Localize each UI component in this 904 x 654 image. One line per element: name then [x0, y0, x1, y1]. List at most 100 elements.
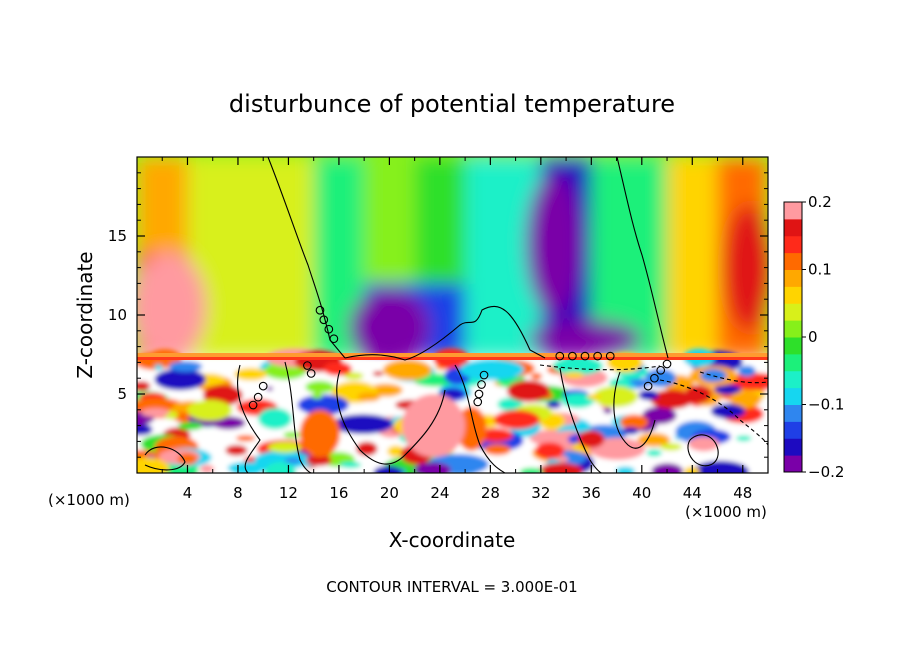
x-tick-label: 24	[430, 484, 449, 502]
contour-ring	[605, 351, 615, 361]
field-blob	[546, 400, 562, 409]
contour-ring	[568, 351, 577, 361]
field-blob	[357, 392, 381, 402]
field-blob	[589, 437, 646, 460]
colorbar-segment	[784, 387, 802, 405]
colorbar-segment	[784, 337, 802, 355]
field-blob	[266, 386, 274, 391]
field-blob	[622, 427, 639, 435]
field-blob	[692, 460, 750, 473]
contour-lines	[144, 157, 768, 473]
contour-lower-3	[336, 369, 446, 465]
field-blob	[305, 380, 335, 394]
colorbar-segment	[784, 235, 802, 254]
field-blob	[619, 414, 649, 430]
colorbar-segment	[784, 202, 802, 220]
field-blob	[497, 397, 523, 411]
field-blob	[650, 389, 693, 410]
contour-dashed-2	[539, 364, 661, 371]
colorbar-segment	[784, 218, 802, 237]
field-blob	[373, 465, 403, 473]
field-blob	[413, 462, 452, 473]
field-cell	[187, 157, 314, 358]
field-core	[525, 172, 582, 315]
field-blob	[236, 435, 256, 442]
field-blob	[561, 393, 595, 409]
field-blob	[254, 450, 310, 470]
field-blob	[736, 435, 752, 442]
x-tick-label: 36	[582, 484, 601, 502]
y-tick-label: 15	[108, 227, 127, 245]
contour-ring	[643, 381, 653, 391]
x-tick-label: 4	[183, 484, 193, 502]
colorbar-segment	[784, 404, 802, 422]
x-axis-label: X-coordinate	[389, 528, 516, 552]
field-blob	[141, 408, 170, 418]
field-blob	[283, 431, 301, 439]
field-blob	[227, 461, 267, 473]
x-tick-label: 44	[683, 484, 702, 502]
field-blob	[356, 441, 378, 456]
field-blob	[267, 441, 302, 453]
contour-lower-7	[687, 434, 719, 467]
field-blob	[534, 442, 565, 459]
field-blob	[642, 406, 677, 425]
field-blob	[538, 462, 583, 473]
field-blob	[577, 430, 605, 448]
x-axis-unit: (×1000 m)	[48, 491, 130, 509]
field-blob	[730, 391, 762, 409]
field-blob	[306, 454, 332, 466]
y-axis-label: Z-coordinate	[73, 251, 97, 378]
field-blob	[387, 445, 405, 458]
field-lower-layer	[137, 348, 768, 473]
colorbar-tick-label: −0.2	[808, 463, 844, 481]
field-blob	[688, 436, 720, 452]
x-axis: 4 8 12 16 20 24 28 32 36 40 44 48	[161, 157, 752, 502]
y-tick-label: 10	[108, 306, 127, 324]
contour-ring	[662, 359, 672, 369]
contour-lower-1	[237, 364, 261, 473]
contour-zero-left	[267, 157, 346, 359]
field-blob	[332, 414, 394, 435]
colorbar-segment	[784, 303, 802, 321]
contour-ring	[258, 381, 268, 391]
contour-zero-valley	[344, 305, 546, 361]
contour-lower-5	[559, 367, 603, 473]
field-blob	[311, 393, 323, 399]
field-blob	[710, 403, 746, 419]
colorbar-segment	[784, 286, 802, 304]
contour-ring	[319, 315, 329, 325]
contour-zero-right	[616, 157, 669, 359]
colorbar-segment	[784, 370, 802, 389]
field-core	[137, 251, 207, 363]
field-blob	[211, 416, 246, 430]
contour-ring	[555, 351, 565, 361]
field-blob	[530, 372, 543, 380]
field-blob	[506, 380, 551, 402]
field-blob	[299, 409, 341, 458]
contour-ring	[324, 324, 334, 334]
field-blob	[343, 372, 364, 380]
field-blob	[644, 368, 677, 388]
field-blob	[738, 365, 756, 377]
field-blob	[459, 359, 525, 381]
field-blob	[646, 449, 662, 457]
field-blob	[257, 407, 292, 430]
colorbar-segment	[784, 320, 802, 338]
x-tick-label: 40	[632, 484, 651, 502]
field-blob	[137, 423, 153, 436]
contour-ring	[656, 365, 666, 375]
field-blob	[382, 359, 432, 381]
y-axis: 5 10 15	[108, 172, 768, 458]
contour-ring	[306, 369, 316, 378]
colorbar: 0.2 0.1 0 −0.1 −0.2	[783, 193, 844, 481]
contour-ring	[473, 397, 483, 407]
field-blob	[177, 453, 198, 466]
field-core	[528, 319, 642, 358]
field-blob	[284, 457, 302, 464]
colorbar-tick-label: 0.2	[808, 193, 832, 211]
field-blob	[552, 356, 603, 376]
contour-rings	[248, 305, 672, 410]
y-tick-label: 5	[117, 385, 127, 403]
x-tick-label: 28	[481, 484, 500, 502]
